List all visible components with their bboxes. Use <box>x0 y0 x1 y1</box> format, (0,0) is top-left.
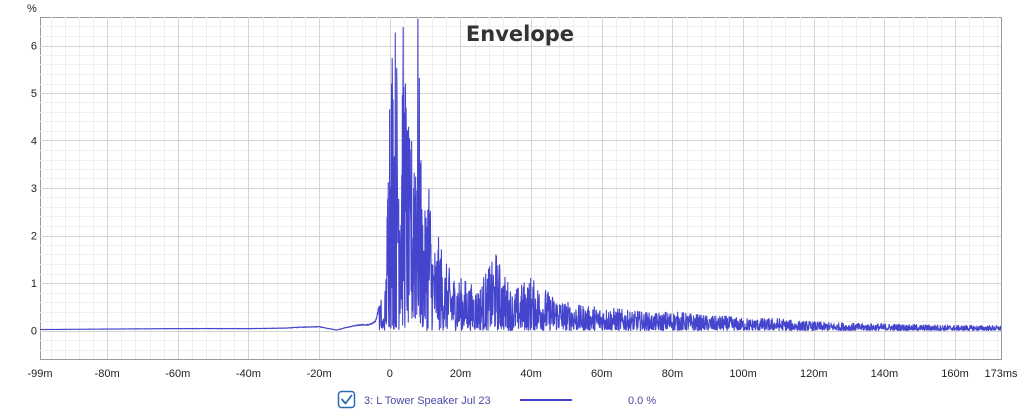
x-tick-label: 80m <box>662 368 683 380</box>
chart-title: Envelope <box>466 22 574 46</box>
x-tick-label: 140m <box>871 368 899 380</box>
y-tick-label: 3 <box>31 183 37 195</box>
grid-lines <box>40 17 1001 359</box>
legend-series-label[interactable]: 3: L Tower Speaker Jul 23 <box>364 395 491 407</box>
x-axis-ticks: -99m -80m -60m -40m -20m 0 20m 40m 60m 80m 100m 120… <box>27 368 1018 380</box>
y-axis-ticks: 0 1 2 3 4 5 6 <box>31 41 37 338</box>
legend: 3: L Tower Speaker Jul 23 0.0 % <box>337 390 656 409</box>
x-tick-label: 60m <box>591 368 612 380</box>
legend-checkbox[interactable] <box>337 390 356 409</box>
y-tick-label: 0 <box>31 326 37 338</box>
y-tick-label: 5 <box>31 88 37 100</box>
y-tick-label: 1 <box>31 278 37 290</box>
legend-value-readout: 0.0 % <box>628 395 656 407</box>
x-tick-label: 120m <box>800 368 828 380</box>
y-tick-label: 2 <box>31 231 37 243</box>
x-tick-label: 40m <box>520 368 541 380</box>
x-tick-label: -60m <box>165 368 190 380</box>
x-tick-label: 173ms <box>984 368 1018 380</box>
x-tick-label: 0 <box>387 368 393 380</box>
x-tick-label: 160m <box>941 368 969 380</box>
x-tick-label: 100m <box>729 368 757 380</box>
x-tick-label: -80m <box>95 368 120 380</box>
series-line <box>40 18 1001 332</box>
y-tick-label: 4 <box>31 136 37 148</box>
checkmark-icon <box>341 394 353 405</box>
y-tick-label: 6 <box>31 41 37 53</box>
checkbox-box[interactable] <box>337 390 356 409</box>
y-axis-unit-label: % <box>27 3 37 15</box>
series-layer <box>40 18 1001 332</box>
x-tick-label: 20m <box>450 368 471 380</box>
x-tick-label: -20m <box>307 368 332 380</box>
x-tick-label: -40m <box>236 368 261 380</box>
x-tick-label: -99m <box>27 368 52 380</box>
